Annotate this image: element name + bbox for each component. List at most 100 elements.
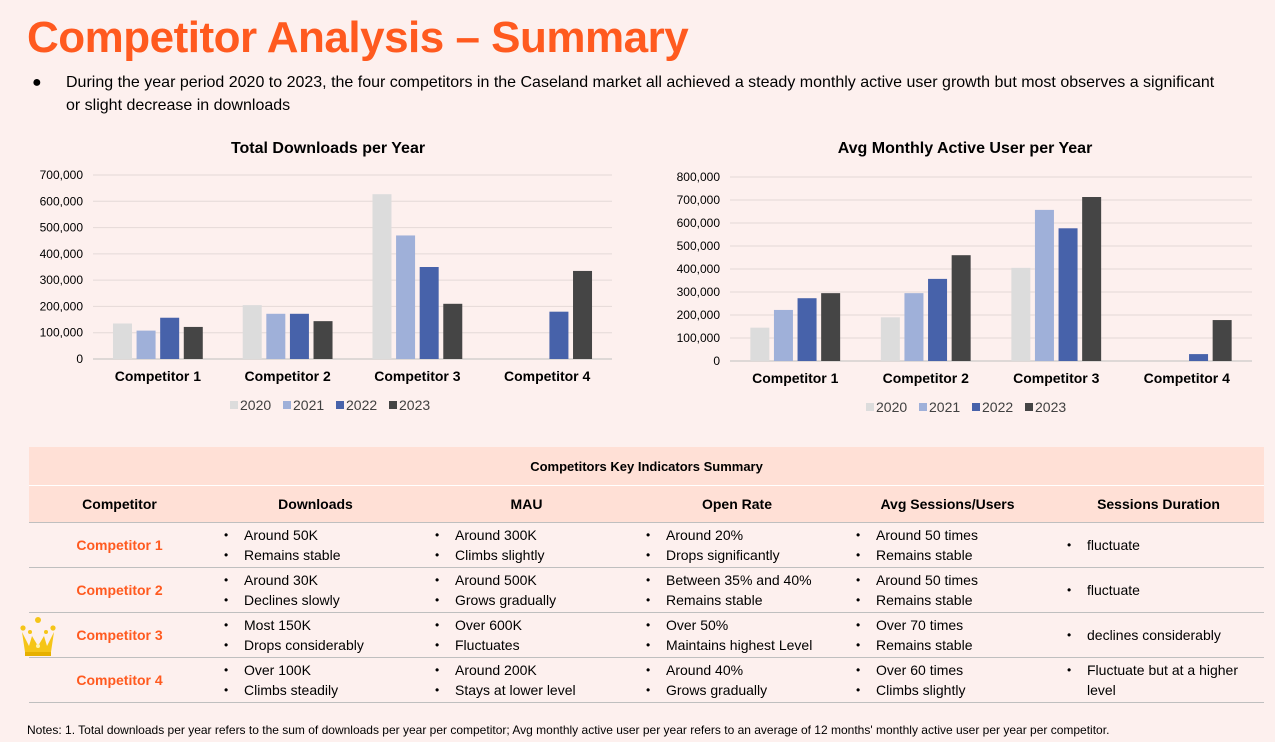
category-label: Competitor 2 bbox=[883, 370, 970, 386]
y-tick-label: 600,000 bbox=[677, 216, 721, 230]
bullet-point: Around 50 times bbox=[852, 570, 1053, 590]
header-cell: Competitor bbox=[29, 485, 210, 523]
bullet-point: Around 500K bbox=[431, 570, 632, 590]
cell-duration: fluctuate bbox=[1053, 567, 1265, 613]
y-tick-label: 600,000 bbox=[40, 194, 84, 208]
cell-open-rate: Around 20%Drops significantly bbox=[632, 522, 842, 568]
bullet-point: Climbs steadily bbox=[220, 680, 421, 700]
cell-duration: Fluctuate but at a higher level bbox=[1053, 657, 1265, 703]
table-row: Competitor 2Around 30KDeclines slowlyAro… bbox=[29, 567, 1265, 613]
bullet-point: Most 150K bbox=[220, 615, 421, 635]
bar-2022 bbox=[160, 317, 180, 359]
legend-label: 2023 bbox=[399, 397, 430, 413]
header-cell: Downloads bbox=[210, 485, 421, 523]
table-row: Competitor 1Around 50KRemains stableArou… bbox=[29, 522, 1265, 568]
y-tick-label: 300,000 bbox=[677, 285, 721, 299]
cell-sessions: Around 50 timesRemains stable bbox=[842, 522, 1053, 568]
bullet-point: Over 70 times bbox=[852, 615, 1053, 635]
legend-swatch bbox=[389, 401, 397, 409]
bar-2020 bbox=[1011, 267, 1031, 361]
legend-swatch bbox=[972, 403, 980, 411]
summary-bullet: ● During the year period 2020 to 2023, t… bbox=[32, 71, 1232, 117]
bar-2021 bbox=[904, 293, 924, 361]
chart-title: Total Downloads per Year bbox=[231, 140, 425, 157]
bar-2021 bbox=[773, 309, 793, 361]
category-label: Competitor 3 bbox=[1013, 370, 1100, 386]
header-cell: Sessions Duration bbox=[1053, 485, 1265, 523]
bar-2020 bbox=[880, 317, 900, 361]
bar-2023 bbox=[573, 270, 593, 359]
bar-2021 bbox=[1034, 209, 1054, 361]
footnote: Notes: 1. Total downloads per year refer… bbox=[27, 723, 1110, 737]
legend-swatch bbox=[336, 401, 344, 409]
competitor-label: Competitor 2 bbox=[76, 582, 163, 598]
bar-2023 bbox=[821, 293, 841, 361]
legend-swatch bbox=[866, 403, 874, 411]
bar-2021 bbox=[266, 313, 286, 359]
bullet-point: Over 50% bbox=[642, 615, 842, 635]
competitor-name: Competitor 3 bbox=[20, 612, 210, 658]
header-cell: Open Rate bbox=[632, 485, 842, 523]
y-tick-label: 400,000 bbox=[40, 247, 84, 261]
bullet-point: Around 50 times bbox=[852, 525, 1053, 545]
bullet-point: fluctuate bbox=[1063, 580, 1264, 600]
bar-2023 bbox=[313, 321, 333, 359]
y-tick-label: 300,000 bbox=[40, 273, 84, 287]
bar-2023 bbox=[1212, 320, 1232, 361]
page-title: Competitor Analysis – Summary bbox=[27, 13, 689, 62]
competitor-name: Competitor 2 bbox=[29, 567, 210, 613]
y-tick-label: 700,000 bbox=[40, 168, 84, 182]
competitor-label: Competitor 1 bbox=[76, 537, 163, 553]
bullet-point: Around 30K bbox=[220, 570, 421, 590]
bullet-point: Remains stable bbox=[642, 590, 842, 610]
category-label: Competitor 1 bbox=[752, 370, 839, 386]
bullet-point: Climbs slightly bbox=[852, 680, 1053, 700]
cell-open-rate: Over 50%Maintains highest Level bbox=[632, 612, 842, 658]
bullet-point: Drops significantly bbox=[642, 545, 842, 565]
bar-2022 bbox=[419, 267, 439, 359]
bullet-point: Around 40% bbox=[642, 660, 842, 680]
bullet-dot-icon: ● bbox=[32, 74, 42, 91]
bullet-point: Drops considerably bbox=[220, 635, 421, 655]
bullet-point: Remains stable bbox=[852, 545, 1053, 565]
cell-open-rate: Around 40%Grows gradually bbox=[632, 657, 842, 703]
y-tick-label: 200,000 bbox=[40, 299, 84, 313]
table-header-row: Competitor Downloads MAU Open Rate Avg Sessi… bbox=[29, 485, 1265, 523]
cell-mau: Around 500KGrows gradually bbox=[421, 567, 632, 613]
table-row: Competitor 3Most 150KDrops considerablyO… bbox=[20, 612, 1265, 658]
bar-2023 bbox=[183, 326, 203, 359]
bullet-point: Around 200K bbox=[431, 660, 632, 680]
y-tick-label: 700,000 bbox=[677, 193, 721, 207]
bullet-point: Over 60 times bbox=[852, 660, 1053, 680]
bullet-point: Over 600K bbox=[431, 615, 632, 635]
bullet-point: Remains stable bbox=[220, 545, 421, 565]
bullet-point: Maintains highest Level bbox=[642, 635, 842, 655]
bar-2021 bbox=[136, 330, 156, 359]
legend-swatch bbox=[919, 403, 927, 411]
y-tick-label: 200,000 bbox=[677, 308, 721, 322]
bar-2023 bbox=[1082, 197, 1102, 361]
cell-downloads: Around 30KDeclines slowly bbox=[210, 567, 421, 613]
y-tick-label: 400,000 bbox=[677, 262, 721, 276]
legend-swatch bbox=[230, 401, 238, 409]
bullet-point: Grows gradually bbox=[642, 680, 842, 700]
chart-title: Avg Monthly Active User per Year bbox=[838, 140, 1093, 157]
bar-2020 bbox=[750, 327, 770, 361]
cell-downloads: Over 100KClimbs steadily bbox=[210, 657, 421, 703]
cell-downloads: Most 150KDrops considerably bbox=[210, 612, 421, 658]
bar-2022 bbox=[1058, 228, 1078, 361]
competitor-label: Competitor 4 bbox=[76, 672, 163, 688]
summary-text: During the year period 2020 to 2023, the… bbox=[66, 74, 1215, 114]
bar-2020 bbox=[372, 194, 392, 359]
bar-2022 bbox=[928, 278, 948, 361]
bullet-point: declines considerably bbox=[1063, 625, 1264, 645]
legend-label: 2022 bbox=[982, 399, 1013, 415]
bullet-point: fluctuate bbox=[1063, 535, 1264, 555]
y-tick-label: 800,000 bbox=[677, 170, 721, 184]
y-tick-label: 100,000 bbox=[677, 331, 721, 345]
y-tick-label: 0 bbox=[713, 354, 720, 368]
cell-duration: declines considerably bbox=[1053, 612, 1265, 658]
legend-swatch bbox=[1025, 403, 1033, 411]
bullet-point: Climbs slightly bbox=[431, 545, 632, 565]
table-row: Competitor 4 Over 100KClimbs steadily Arou… bbox=[29, 657, 1265, 703]
